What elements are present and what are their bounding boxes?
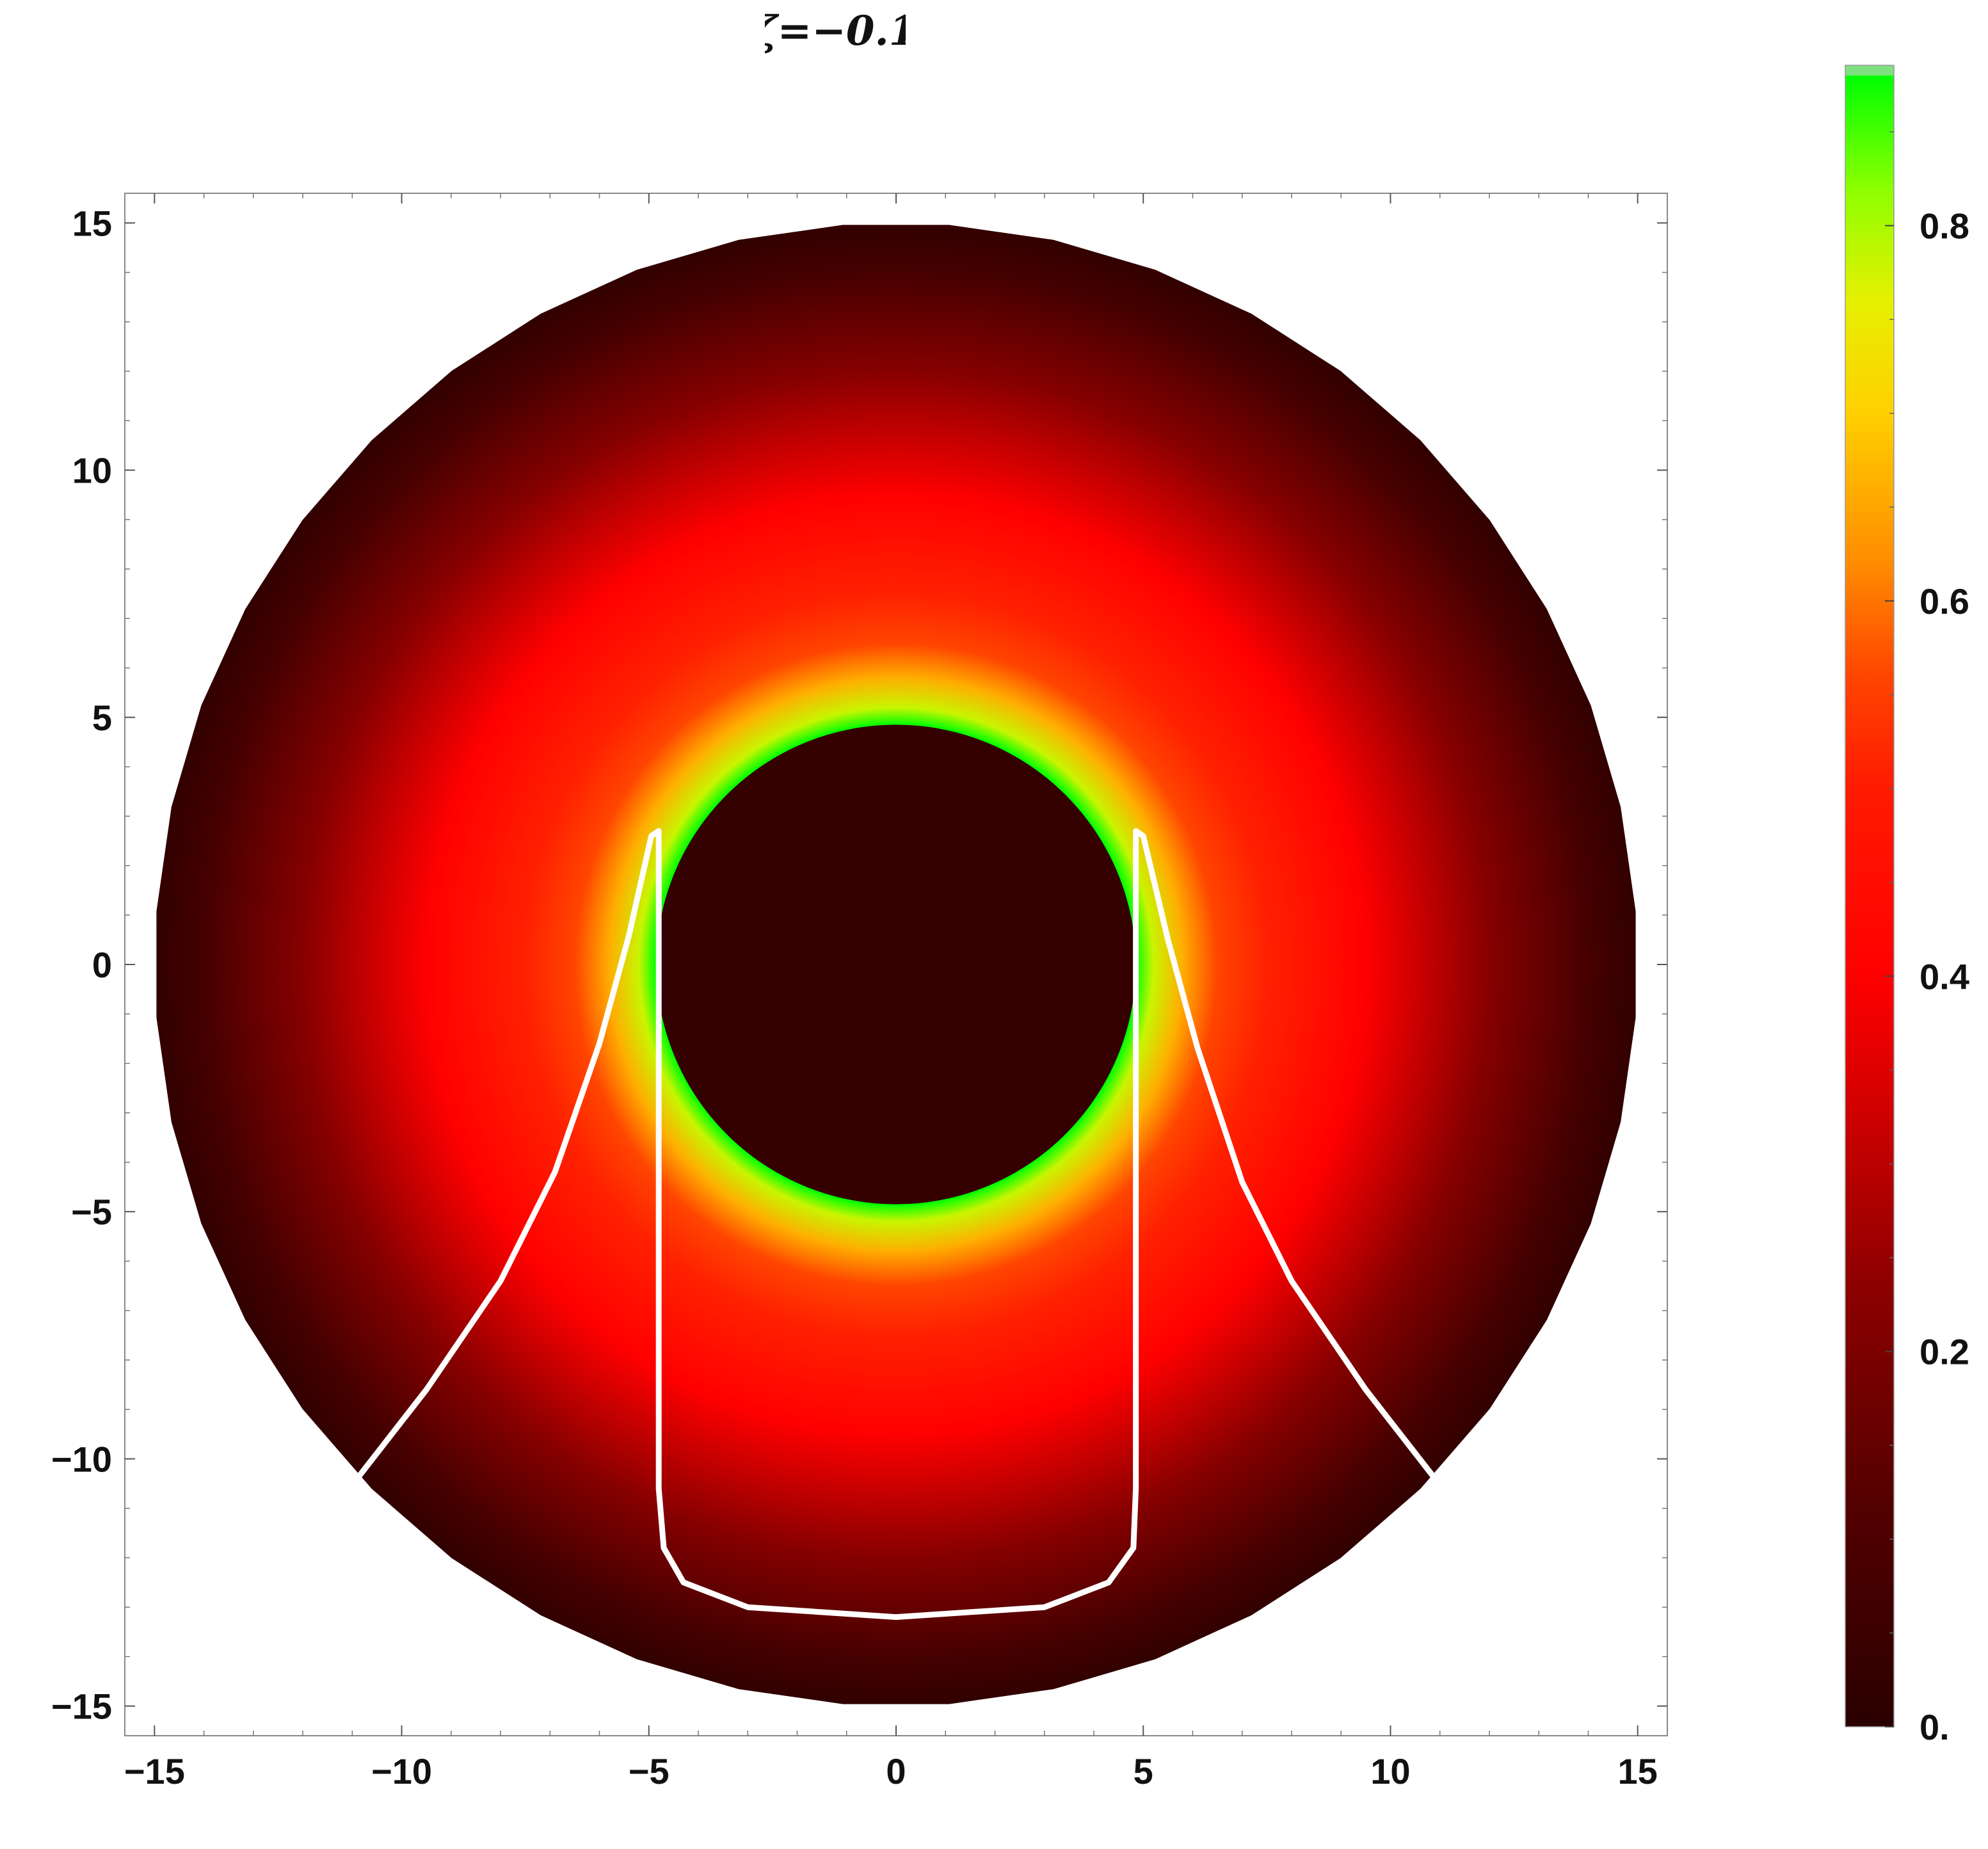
x-tick-label: 0 [886,1751,906,1791]
colorbar-tick-label: 0.4 [1920,956,1969,997]
contour-lines [355,828,1438,1621]
colorbar-tick-label: 0.8 [1920,206,1969,246]
x-tick-label: 5 [1134,1751,1153,1791]
y-tick-label: 15 [72,203,112,243]
colorbar-border [1845,65,1895,1727]
x-tick-label: 15 [1618,1751,1658,1791]
colorbar-tick-label: 0. [1920,1707,1950,1747]
x-tick-label: −10 [371,1751,432,1791]
colorbar-cap [1845,65,1894,76]
x-tick-label: −15 [124,1751,185,1791]
axis-ticks: −15 −10 −5 0 5 10 15 −15 −10 −5 0 5 10 15 [51,193,1667,1791]
shadow-disk [656,724,1136,1205]
chart-title-text: ζ=−0.1 [765,7,906,55]
y-tick-label: −10 [51,1439,112,1479]
y-tick-label: 0 [92,945,112,985]
contour-line-0 [355,828,1438,1621]
y-tick-label: 10 [72,451,112,491]
intensity-field [156,225,1636,1704]
y-tick-label: −15 [51,1686,112,1727]
colorbar-tick-label: 0.2 [1920,1332,1969,1372]
chart-title: ζ=−0.1 [765,7,906,55]
x-tick-label: 10 [1370,1751,1410,1791]
colorbar-tick-label: 0.6 [1920,581,1969,621]
x-tick-label: −5 [629,1751,669,1791]
colorbar-bar [1845,76,1894,1727]
colorbar: 0. 0.2 0.4 0.6 0.8 [1845,65,1969,1747]
y-tick-label: −5 [71,1192,112,1232]
y-tick-label: 5 [92,698,112,738]
